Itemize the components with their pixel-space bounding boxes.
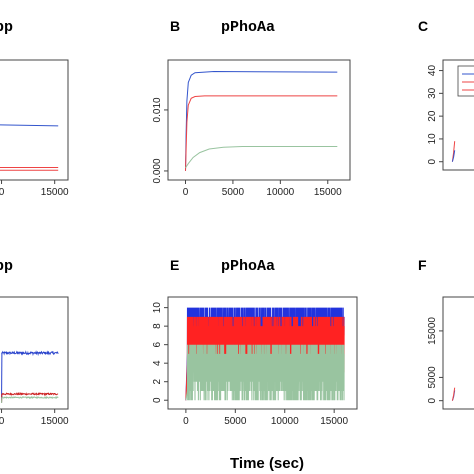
- x-tick-label: 15000: [41, 187, 69, 198]
- panel-title: pPhoAa: [221, 258, 275, 275]
- y-tick-label: 0: [427, 397, 438, 403]
- series-line: [1, 391, 59, 397]
- plot-frame: [0, 296, 69, 410]
- y-tick-label: 6: [152, 341, 163, 347]
- panel-letter: C: [418, 18, 428, 34]
- series-group: [185, 70, 338, 171]
- y-tick-label: 15000: [427, 317, 438, 345]
- plot-frame: [167, 59, 351, 181]
- series-line: [185, 146, 338, 169]
- y-tick-label: 0: [427, 159, 438, 165]
- x-tick-label: 0: [183, 416, 189, 427]
- y-tick-label: 4: [152, 360, 163, 366]
- series-line: [185, 95, 338, 171]
- y-tick-label: 8: [152, 323, 163, 329]
- panel-f: 0 5000 15000 F: [418, 257, 474, 410]
- panel-title: pp: [0, 258, 13, 275]
- panel-letter: E: [170, 257, 179, 273]
- y-tick-label: 0: [152, 397, 163, 403]
- y-tick-label: 5000: [427, 366, 438, 389]
- x-tick-label: 10000: [271, 416, 299, 427]
- series-group: [185, 307, 345, 401]
- plot-frame: [442, 59, 474, 171]
- panel-a: 0 15000 pp: [0, 19, 69, 198]
- y-tick-label: 10: [152, 302, 163, 314]
- panel-title: pp: [0, 19, 13, 36]
- panel-b: 0 5000 10000 15000 0.000 0.010 pPhoAa B: [152, 18, 351, 198]
- x-tick-label: 15000: [314, 187, 342, 198]
- series-line: [451, 150, 456, 162]
- plot-frame: [167, 296, 358, 410]
- series-group: [1, 350, 59, 404]
- series-line: [185, 344, 345, 401]
- y-tick-label: 2: [152, 378, 163, 384]
- x-tick-label: 10000: [266, 187, 294, 198]
- panel-c: 0 10 20 30 40 C: [418, 18, 474, 171]
- legend-box: [457, 65, 474, 97]
- series-line: [451, 387, 456, 401]
- panel-letter: B: [170, 18, 180, 34]
- series-line: [1, 395, 59, 400]
- panel-letter: F: [418, 257, 427, 273]
- plot-frame: [442, 296, 474, 410]
- y-tick-label: 40: [427, 65, 438, 77]
- y-tick-label: 0.000: [152, 158, 163, 183]
- series-line: [0, 124, 59, 127]
- x-tick-label: 0: [0, 416, 5, 427]
- x-tick-label: 5000: [224, 416, 247, 427]
- series-group: [0, 124, 59, 171]
- panel-e: 0 5000 10000 15000 0 2 4 6 8 10 pPhoAa E: [152, 257, 358, 427]
- x-tick-label: 5000: [222, 187, 245, 198]
- series-group: [451, 387, 456, 401]
- plot-frame: [0, 59, 69, 181]
- y-tick-label: 10: [427, 133, 438, 145]
- x-tick-label: 0: [0, 187, 5, 198]
- series-line: [1, 350, 59, 357]
- y-tick-label: 20: [427, 110, 438, 122]
- x-tick-label: 0: [183, 187, 189, 198]
- x-tick-label: 15000: [320, 416, 348, 427]
- x-axis-title: Time (sec): [230, 455, 304, 472]
- panel-d: 0 15000 pp: [0, 258, 69, 427]
- y-tick-label: 30: [427, 87, 438, 99]
- panel-title: pPhoAa: [221, 19, 275, 36]
- x-tick-label: 15000: [41, 416, 69, 427]
- series-line: [185, 70, 338, 171]
- y-tick-label: 0.010: [152, 97, 163, 122]
- series-group: [451, 141, 456, 162]
